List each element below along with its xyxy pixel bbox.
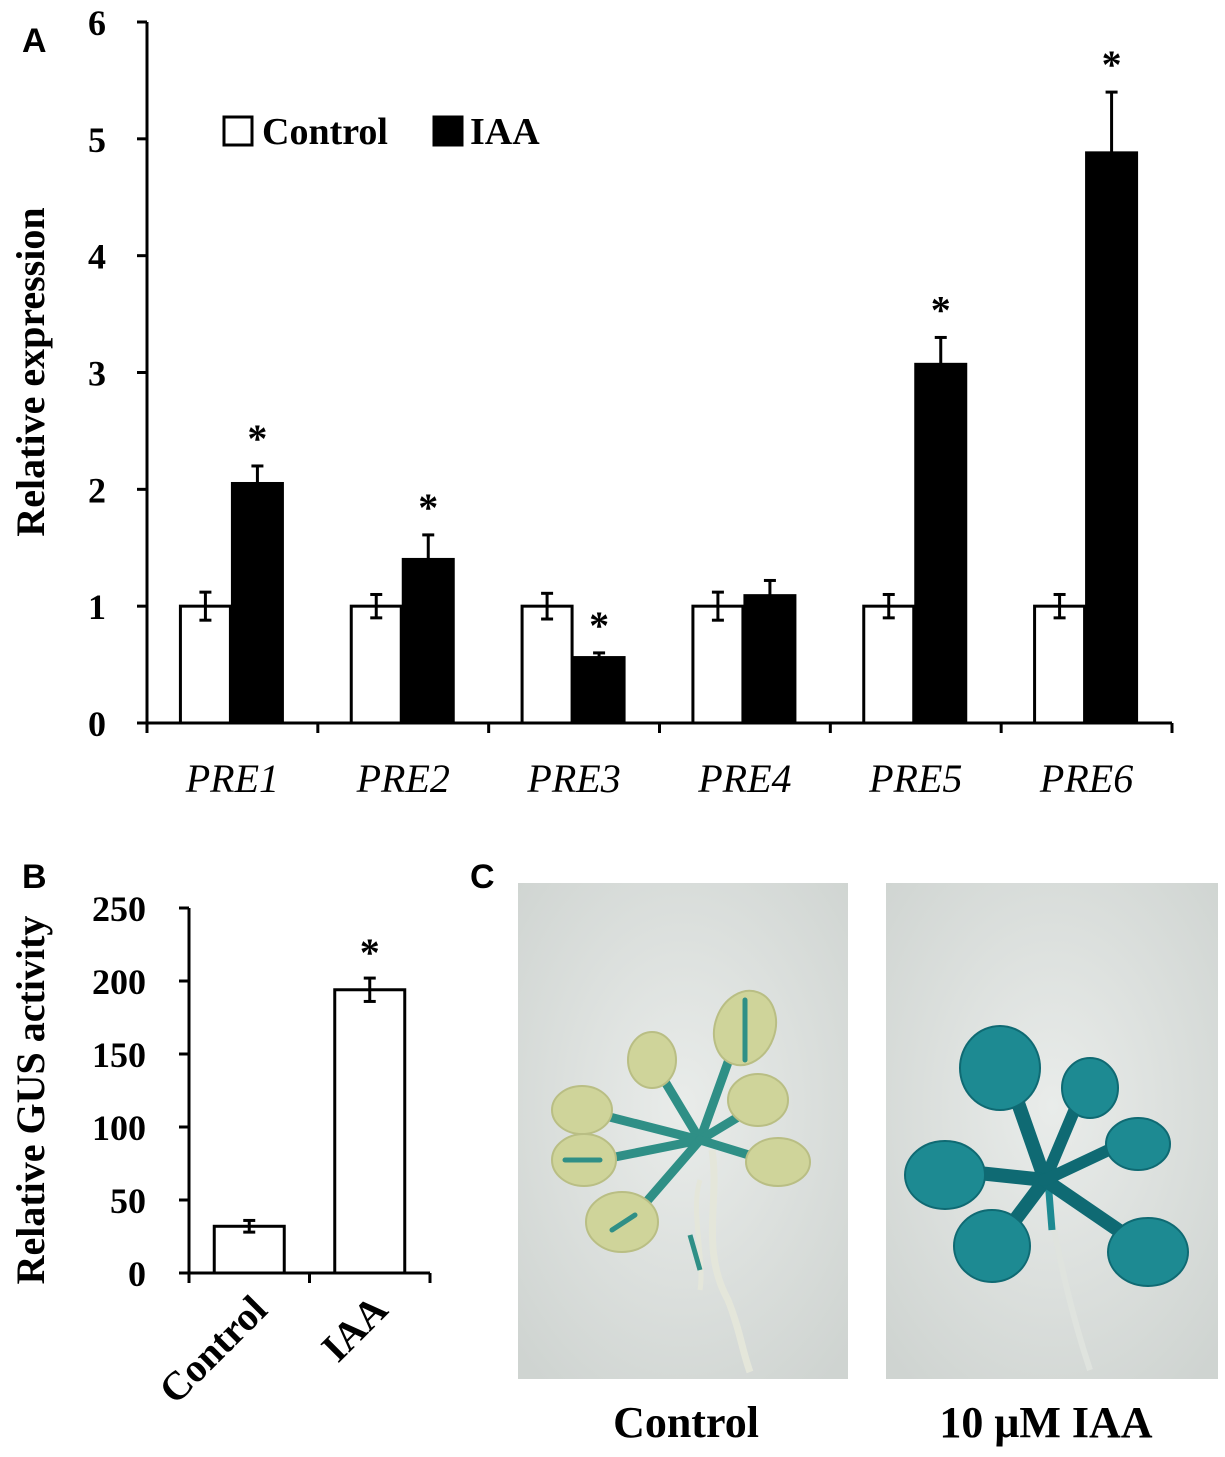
control-leaf: [727, 1073, 789, 1127]
iaa-leaf: [1107, 1217, 1189, 1287]
b-y-tick-label: 150: [92, 1035, 146, 1075]
panel-label-a: A: [22, 22, 47, 60]
a-y-tick-label: 0: [88, 704, 106, 744]
b-bars: *: [212, 930, 407, 1275]
photo-control: Control: [518, 883, 848, 1447]
photo-iaa-background: [886, 883, 1218, 1379]
a-category-label-pre3: PRE3: [526, 756, 620, 801]
bar-iaa-pre2: [401, 557, 455, 725]
iaa-leaf: [1105, 1117, 1171, 1171]
panel-label-b: B: [22, 858, 47, 896]
photo-iaa-caption: 10 μM IAA: [939, 1398, 1152, 1447]
significance-marker-pre1: *: [247, 416, 267, 461]
b-y-tick-label: 0: [128, 1254, 146, 1294]
control-leaf: [551, 1085, 613, 1135]
bar-iaa-pre3: [572, 656, 626, 725]
legend-swatch-iaa: [432, 115, 464, 147]
iaa-leaf: [904, 1140, 986, 1210]
significance-marker-pre6: *: [1102, 42, 1122, 87]
bar-iaa-pre6: [1085, 151, 1139, 725]
bar-control-pre1: [178, 604, 232, 725]
a-category-label-pre1: PRE1: [185, 756, 279, 801]
a-category-label-pre2: PRE2: [356, 756, 450, 801]
photo-iaa: 10 μM IAA: [886, 883, 1218, 1447]
chart-b: 0 50 100 150 200 250 * Control IAA Relative GU…: [8, 889, 432, 1412]
control-petiole: [609, 1212, 638, 1233]
a-x-ticks: [145, 723, 1174, 733]
a-y-tick-label: 3: [88, 354, 106, 394]
a-category-label-pre4: PRE4: [697, 756, 791, 801]
chart-a: 0 1 2 3 4 5 6 * * * * * PRE1 PRE2 PRE3 PRE4 PRE5 PRE6 R…: [8, 3, 1174, 801]
a-category-label-pre5: PRE5: [868, 756, 962, 801]
a-y-tick-label: 5: [88, 120, 106, 160]
significance-marker-pre5: *: [931, 287, 951, 332]
b-category-label-iaa: IAA: [312, 1286, 396, 1370]
legend-swatch-control: [222, 115, 254, 147]
legend-label-iaa: IAA: [470, 111, 540, 153]
panel-label-c: C: [470, 858, 495, 896]
a-y-tick-label: 1: [88, 587, 106, 627]
control-leaf: [627, 1031, 677, 1089]
b-y-axis-label: Relative GUS activity: [8, 916, 53, 1285]
a-y-tick-label: 6: [88, 3, 106, 43]
b-category-labels: Control IAA: [150, 1286, 396, 1412]
iaa-leaf: [953, 1209, 1031, 1283]
significance-marker-pre3: *: [589, 603, 609, 648]
a-category-labels: PRE1 PRE2 PRE3 PRE4 PRE5 PRE6: [185, 756, 1133, 801]
bar-iaa-pre4: [743, 594, 797, 725]
b-y-ticks: 0 50 100 150 200 250: [92, 889, 189, 1294]
b-category-label-control: Control: [150, 1287, 276, 1413]
bar-control-pre3: [520, 604, 574, 725]
bar-control-pre4: [691, 604, 745, 725]
legend-label-control: Control: [262, 111, 388, 153]
a-bars: * * * * *: [178, 42, 1139, 725]
bar-iaa-pre1: [230, 481, 284, 725]
a-legend: Control IAA: [222, 111, 540, 153]
b-y-tick-label: 100: [92, 1108, 146, 1148]
bar-control-pre2: [349, 604, 403, 725]
b-x-ticks: [187, 1273, 432, 1283]
photo-control-caption: Control: [613, 1398, 759, 1447]
bar-control-pre5: [862, 604, 916, 725]
b-y-tick-label: 50: [110, 1181, 146, 1221]
a-y-tick-label: 4: [88, 237, 106, 277]
b-significance-marker-iaa: *: [360, 930, 380, 975]
b-y-tick-label: 250: [92, 889, 146, 929]
control-leaf: [745, 1137, 811, 1187]
bar-gus-iaa: [333, 988, 407, 1275]
a-y-tick-label: 2: [88, 470, 106, 510]
significance-marker-pre2: *: [418, 485, 438, 530]
bar-control-pre6: [1033, 604, 1087, 725]
seedling-iaa-image: [904, 1025, 1189, 1371]
bar-iaa-pre5: [914, 362, 968, 725]
a-y-ticks: 0 1 2 3 4 5 6: [88, 3, 147, 744]
b-y-tick-label: 200: [92, 962, 146, 1002]
iaa-leaf: [959, 1025, 1041, 1111]
iaa-leaf: [1061, 1057, 1119, 1119]
a-y-axis-label: Relative expression: [8, 207, 53, 536]
a-category-label-pre6: PRE6: [1039, 756, 1133, 801]
seedling-control-image: [551, 989, 811, 1374]
